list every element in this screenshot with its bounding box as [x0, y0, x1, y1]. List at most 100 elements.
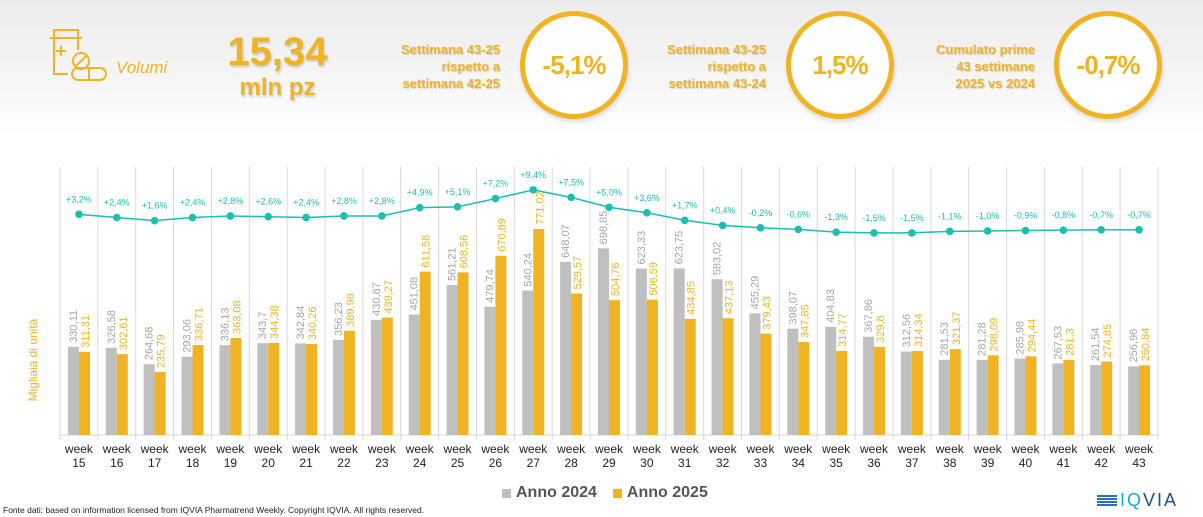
x-tick-label-number: 16	[110, 456, 124, 470]
x-tick-label-number: 36	[867, 456, 881, 470]
growth-point	[188, 213, 197, 222]
bar-2025	[457, 272, 469, 435]
data-label-2025: 314,77	[837, 313, 849, 347]
x-tick-label-number: 40	[1019, 456, 1033, 470]
kpi-value: 15,34	[227, 30, 328, 74]
x-tick-label-number: 15	[72, 456, 86, 470]
bar-2025	[230, 337, 242, 435]
bar-2025	[949, 349, 961, 435]
x-tick-label-number: 19	[224, 456, 238, 470]
x-tick-label: week	[215, 442, 245, 456]
data-label-2024: 312,56	[901, 314, 913, 348]
data-label-2024: 281,53	[939, 322, 951, 356]
data-label-2025: 298,09	[989, 318, 1001, 352]
data-label-2025: 321,37	[951, 311, 963, 345]
data-label-2025: 611,58	[421, 235, 433, 268]
data-label-2024: 343,7	[257, 312, 269, 340]
data-label-2025: 311,31	[80, 315, 92, 348]
growth-point	[529, 186, 538, 194]
growth-point	[150, 216, 159, 225]
bar-2025	[495, 255, 507, 435]
x-tick-label: week	[708, 442, 738, 456]
growth-label: +2,4%	[293, 198, 319, 208]
logo-text-iq: IQ	[1120, 490, 1144, 510]
growth-point	[1059, 226, 1068, 234]
x-tick-label: week	[291, 442, 321, 456]
data-label-2025: 504,76	[610, 262, 622, 296]
x-tick-label: week	[632, 442, 662, 456]
data-label-2024: 398,07	[787, 291, 799, 325]
x-tick-label-number: 26	[489, 456, 503, 470]
growth-label: -0,9%	[1014, 211, 1038, 221]
data-label-2025: 771,02	[534, 191, 546, 225]
kpi-unit: mln pz	[239, 74, 316, 101]
x-tick-label: week	[1086, 442, 1116, 456]
kpi-total-volume: 15,34 mln pz	[215, 30, 340, 102]
data-label-2025: 329,8	[875, 315, 887, 343]
growth-label: +5,1%	[445, 187, 471, 197]
kpi-comparison-label-week: Settimana 43-25 rispetto a settimana 42-…	[401, 42, 500, 91]
bar-2024	[522, 290, 534, 435]
x-tick-label: week	[102, 442, 132, 456]
growth-label: -1,5%	[862, 213, 886, 223]
bar-2025	[1025, 356, 1037, 435]
bar-2024	[408, 314, 420, 435]
x-tick-label: week	[783, 442, 813, 456]
bar-2025	[154, 372, 166, 435]
legend-item-2025: Anno 2025	[612, 484, 708, 502]
data-source-note: Fonte dati: based on information license…	[3, 505, 425, 515]
bar-2024	[1052, 363, 1064, 435]
bar-2024	[219, 345, 231, 435]
data-label-2024: 623,33	[636, 231, 648, 265]
data-label-2025: 336,71	[194, 307, 206, 341]
bar-2025	[1139, 365, 1151, 435]
bar-2024	[295, 343, 307, 435]
x-tick-label: week	[897, 442, 927, 456]
x-tick-label-number: 38	[943, 456, 957, 470]
x-tick-label-number: 24	[413, 456, 427, 470]
bar-2024	[181, 356, 193, 435]
data-label-2025: 670,89	[496, 218, 508, 252]
growth-label: +1,6%	[142, 201, 168, 211]
data-label-2024: 367,86	[863, 299, 875, 333]
data-label-2024: 623,75	[674, 231, 686, 265]
x-tick-label-number: 29	[602, 456, 616, 470]
growth-label: +7,5%	[558, 177, 584, 187]
data-label-2024: 561,21	[447, 247, 459, 281]
x-tick-label: week	[973, 442, 1003, 456]
x-tick-label-number: 20	[262, 456, 276, 470]
bar-2025	[381, 317, 393, 435]
growth-point	[226, 212, 235, 220]
data-label-2024: 285,98	[1014, 321, 1026, 355]
growth-label: -1,1%	[938, 211, 962, 221]
growth-point	[832, 228, 840, 236]
growth-label: +3,2%	[66, 194, 92, 204]
x-tick-label: week	[178, 442, 208, 456]
x-tick-label: week	[253, 442, 283, 456]
bar-2024	[370, 319, 382, 435]
bar-2024	[257, 343, 269, 435]
growth-label: +2,8%	[331, 196, 357, 206]
bar-2025	[798, 342, 810, 435]
growth-point	[1021, 226, 1030, 235]
x-tick-label-number: 22	[337, 456, 351, 470]
bar-2024	[938, 359, 950, 435]
growth-label: +2,8%	[369, 196, 395, 206]
growth-point	[340, 212, 348, 220]
bar-2025	[1063, 359, 1075, 435]
kpi-label: Volumi	[116, 58, 168, 77]
growth-point	[1097, 225, 1106, 234]
legend-label-2024: Anno 2024	[516, 484, 597, 501]
data-label-2024: 264,68	[144, 327, 156, 361]
growth-point	[415, 203, 424, 212]
bar-2025	[684, 318, 696, 435]
bar-2024	[560, 261, 572, 435]
growth-label: -1,3%	[824, 212, 848, 222]
x-tick-label-number: 31	[678, 456, 692, 470]
data-label-2025: 260,84	[1140, 328, 1152, 362]
bar-2025	[533, 229, 545, 435]
x-tick-label-number: 30	[640, 456, 654, 470]
growth-point	[302, 213, 310, 222]
bar-2025	[419, 271, 431, 435]
bar-2024	[143, 364, 155, 435]
